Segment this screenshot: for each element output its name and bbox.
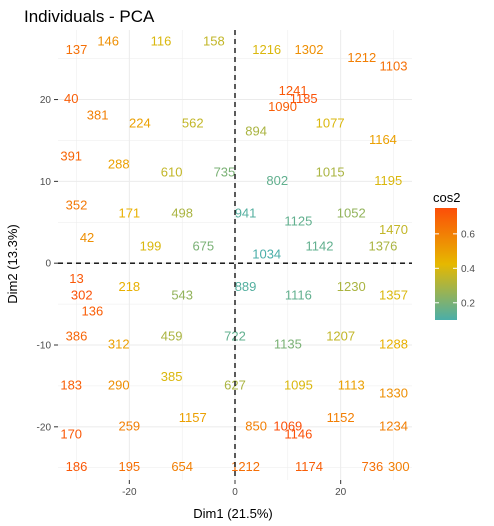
point-label: 1142	[306, 238, 334, 253]
point-label: 736	[362, 459, 384, 474]
point-label: 1470	[379, 222, 408, 237]
reference-lines	[58, 30, 412, 480]
point-label: 543	[171, 287, 193, 302]
point-label: 1052	[337, 206, 366, 221]
legend-tick-label: 0.6	[461, 229, 475, 240]
point-label: 391	[60, 148, 82, 163]
point-label: 1212	[347, 50, 376, 65]
point-label: 722	[224, 328, 246, 343]
point-label: 1174	[295, 459, 323, 474]
y-axis-label: Dim2 (13.3%)	[5, 224, 20, 303]
y-tick-label: 0	[45, 259, 51, 270]
point-label: 1288	[379, 336, 408, 351]
point-label: 40	[64, 91, 78, 106]
point-label: 735	[214, 165, 236, 180]
point-label: 675	[192, 238, 214, 253]
point-label: 1116	[285, 287, 312, 302]
chart-title: Individuals - PCA	[24, 7, 155, 26]
legend-tick-label: 0.4	[461, 264, 475, 275]
point-label: 802	[266, 173, 288, 188]
point-label: 1146	[284, 426, 312, 441]
point-label: 1330	[379, 386, 408, 401]
point-label: 1069	[273, 418, 302, 433]
point-label: 654	[171, 459, 193, 474]
point-label: 1034	[252, 246, 281, 261]
point-label: 1135	[274, 336, 302, 351]
point-label: 562	[182, 116, 204, 131]
point-label: 1195	[374, 173, 402, 188]
point-label: 1125	[284, 214, 312, 229]
point-label: 459	[161, 328, 183, 343]
legend: cos2 0.2 0.4 0.6	[433, 190, 475, 320]
point-label: 1376	[368, 238, 397, 253]
point-label: 1103	[380, 58, 408, 73]
x-axis-ticks: -20 0 20	[122, 480, 347, 498]
point-label: 610	[161, 165, 183, 180]
point-label: 300	[388, 459, 410, 474]
point-label: 1212	[231, 459, 260, 474]
point-label: 186	[66, 459, 88, 474]
point-label: 850	[245, 418, 267, 433]
point-label: 1216	[252, 42, 281, 57]
legend-ticks: 0.2 0.4 0.6	[435, 229, 475, 309]
point-label: 13	[69, 271, 83, 286]
point-label: 183	[60, 377, 82, 392]
y-axis-ticks: -20 -10 0 10 20	[37, 95, 58, 433]
point-label: 137	[66, 42, 88, 57]
point-label: 941	[235, 206, 257, 221]
point-label: 302	[71, 287, 93, 302]
point-label: 1157	[179, 410, 207, 425]
point-label: 224	[129, 116, 151, 131]
x-tick-label: -20	[122, 487, 137, 498]
point-label: 195	[118, 459, 140, 474]
point-label: 288	[108, 156, 130, 171]
point-label: 199	[140, 238, 162, 253]
point-label: 1207	[326, 328, 355, 343]
point-label: 116	[151, 34, 172, 49]
point-label: 1113	[338, 377, 365, 392]
point-label: 1090	[268, 99, 297, 114]
x-tick-label: 0	[232, 487, 238, 498]
point-label: 1357	[379, 287, 408, 302]
point-label: 1241	[279, 83, 308, 98]
point-label: 1095	[284, 377, 313, 392]
point-label: 1164	[369, 132, 397, 147]
legend-colorbar	[435, 208, 457, 320]
point-label: 1077	[316, 116, 345, 131]
y-tick-label: -10	[37, 341, 52, 352]
legend-tick-label: 0.2	[461, 298, 475, 309]
point-label: 386	[66, 328, 88, 343]
point-label: 385	[161, 369, 183, 384]
point-label: 1152	[327, 410, 355, 425]
point-label: 894	[245, 124, 267, 139]
y-tick-label: 10	[40, 177, 52, 188]
point-labels: 137 146 116 158 1216 1302 1212 1103 124111851090…	[60, 34, 409, 474]
point-label: 170	[60, 426, 82, 441]
point-label: 259	[118, 418, 140, 433]
point-label: 1234	[379, 418, 408, 433]
y-tick-label: 20	[40, 95, 52, 106]
point-label: 1185	[290, 91, 318, 106]
point-label: 889	[235, 279, 257, 294]
point-label: 218	[118, 279, 140, 294]
point-label: 42	[80, 230, 94, 245]
point-label: 352	[66, 197, 88, 212]
point-label: 171	[118, 206, 140, 221]
x-tick-label: 20	[335, 487, 347, 498]
point-label: 1230	[337, 279, 366, 294]
point-label: 498	[171, 206, 193, 221]
point-label: 1302	[295, 42, 324, 57]
legend-title: cos2	[433, 190, 460, 205]
y-tick-label: -20	[37, 422, 52, 433]
point-label: 158	[203, 34, 225, 49]
x-axis-label: Dim1 (21.5%)	[193, 506, 272, 521]
point-label: 136	[81, 304, 103, 319]
point-label: 290	[108, 377, 130, 392]
point-label: 146	[97, 34, 119, 49]
point-label: 1015	[316, 165, 345, 180]
point-label: 312	[108, 336, 130, 351]
point-label: 381	[87, 107, 109, 122]
